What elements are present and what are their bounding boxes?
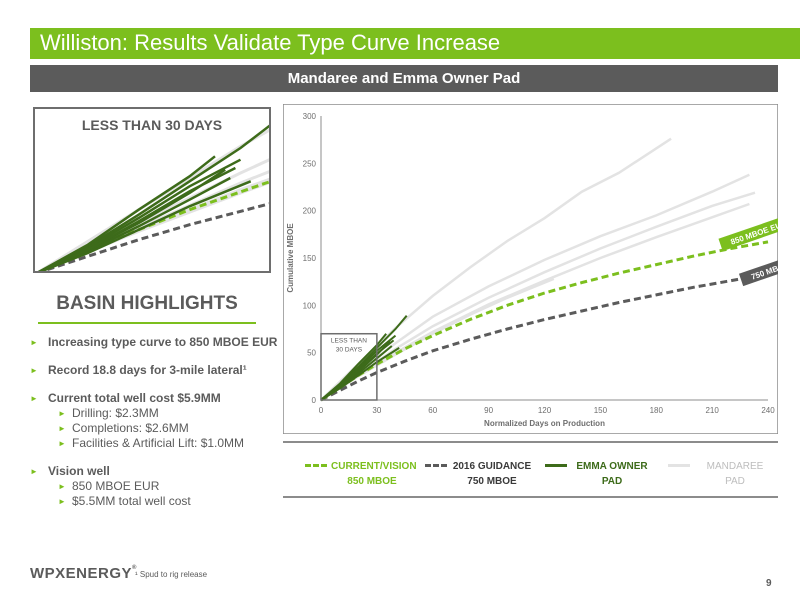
y-tick-label: 0	[312, 396, 317, 405]
highlight-subitem: Drilling: $2.3MM	[30, 406, 290, 421]
x-tick-label: 120	[538, 406, 552, 415]
page-number: 9	[766, 578, 772, 589]
highlight-item: Vision well	[30, 464, 290, 479]
inset-chart	[37, 124, 269, 271]
highlight-item: Current total well cost $5.9MM	[30, 391, 290, 406]
highlight-box-label: LESS THAN	[331, 338, 367, 345]
footnote: ¹ Spud to rig release	[135, 570, 208, 579]
y-tick-label: 250	[303, 159, 317, 168]
emma-owner-pad-line	[320, 347, 400, 401]
legend-swatch	[305, 464, 327, 467]
highlight-subitem: Completions: $2.6MM	[30, 421, 290, 436]
highlight-subitem: 850 MBOE EUR	[30, 479, 290, 494]
highlight-subitem: Facilities & Artificial Lift: $1.0MM	[30, 436, 290, 451]
x-tick-label: 0	[319, 406, 324, 415]
chart-legend: CURRENT/VISION 850 MBOE 2016 GUIDANCE 750 M…	[283, 441, 778, 498]
chart-frame	[283, 104, 778, 434]
inset-emma-line	[38, 155, 216, 271]
x-tick-label: 210	[705, 406, 719, 415]
x-axis-label: Normalized Days on Production	[484, 419, 605, 428]
inset-mandaree-line	[37, 158, 269, 271]
vision-850-line	[320, 240, 769, 402]
highlight-subitem: $5.5MM total well cost	[30, 494, 290, 509]
y-tick-label: 100	[303, 301, 317, 310]
subtitle-bar: Mandaree and Emma Owner Pad	[30, 65, 778, 92]
legend-label: EMMA OWNER PAD	[576, 461, 648, 487]
highlight-item: Record 18.8 days for 3-mile lateral¹	[30, 363, 290, 378]
basin-highlights-title: BASIN HIGHLIGHTS	[56, 293, 238, 314]
y-tick-label: 300	[303, 112, 317, 121]
x-tick-label: 180	[650, 406, 664, 415]
x-tick-label: 30	[372, 406, 381, 415]
inset-mandaree-line	[37, 128, 269, 271]
legend-label: 2016 GUIDANCE 750 MBOE	[452, 461, 532, 487]
x-tick-label: 240	[761, 406, 775, 415]
page-title: Williston: Results Validate Type Curve I…	[40, 30, 501, 55]
inset-emma-line	[38, 166, 236, 271]
inset-mandaree-line	[37, 181, 269, 271]
inset-guidance-line	[38, 202, 269, 271]
guidance-750-line	[320, 272, 769, 402]
inset-emma-line	[38, 180, 252, 271]
y-tick-label: 200	[303, 207, 317, 216]
company-logo: WPXENERGY®	[30, 565, 137, 582]
inset-title: LESS THAN 30 DAYS	[81, 117, 223, 133]
emma-owner-pad-line	[320, 333, 387, 401]
x-tick-label: 60	[428, 406, 437, 415]
legend-label: CURRENT/VISION 850 MBOE	[331, 461, 417, 487]
y-tick-label: 150	[303, 254, 317, 263]
basin-highlights-list: Increasing type curve to 850 MBOE EUR Rec…	[30, 335, 290, 509]
x-tick-label: 150	[594, 406, 608, 415]
badge-750-bg	[738, 247, 778, 287]
highlight-box	[320, 332, 378, 401]
legend-swatch	[668, 464, 690, 467]
legend-swatch	[425, 464, 447, 467]
legend-label: MANDAREE PAD	[706, 461, 764, 487]
title-bar: Williston: Results Validate Type Curve I…	[30, 28, 800, 59]
cumulative-production-chart: 0 30 60 90 120 150 180 210 240 0 50 100 150 200 250 300…	[283, 104, 778, 434]
highlight-item: Increasing type curve to 850 MBOE EUR	[30, 335, 290, 350]
page-subtitle: Mandaree and Emma Owner Pad	[287, 70, 521, 87]
inset-zoom-panel: LESS THAN 30 DAYS	[33, 107, 271, 273]
legend-swatch	[545, 464, 567, 467]
y-axis-label: Cumulative MBOE	[286, 223, 295, 293]
x-tick-label: 90	[484, 406, 493, 415]
emma-owner-pad-line	[320, 339, 395, 401]
highlight-box-label: 30 DAYS	[336, 347, 363, 354]
basin-highlights-rule	[38, 322, 256, 324]
y-tick-label: 50	[307, 349, 316, 358]
inset-mandaree-line	[37, 177, 269, 271]
badge-850-bg	[718, 212, 778, 252]
